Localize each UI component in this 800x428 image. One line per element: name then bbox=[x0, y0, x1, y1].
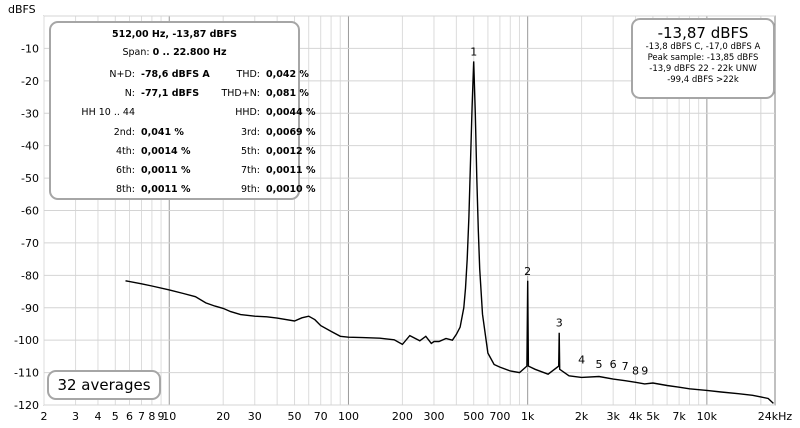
level-main: -13,87 dBFS bbox=[657, 24, 749, 42]
harmonic-markers: 1 2 3 4 5 6 7 8 9 bbox=[470, 45, 648, 377]
stat-label: 4th: bbox=[116, 145, 135, 157]
x-axis-ticks: 2 3 4 5 6 7 8 910 20 30 50 70 100 200 300 500 700 1k 2k 3k 4… bbox=[41, 410, 793, 423]
y-axis-label: dBFS bbox=[8, 3, 36, 16]
averages-badge: 32 averages bbox=[47, 370, 161, 400]
x-tick-label: 5 bbox=[112, 410, 119, 423]
stats-row: N: -77,1 dBFS THD+N: 0,081 % bbox=[51, 88, 309, 102]
x-tick-label: 2 bbox=[41, 410, 48, 423]
y-tick-label: -120 bbox=[14, 399, 39, 412]
stat-label: 3rd: bbox=[240, 126, 260, 138]
harmonic-marker: 4 bbox=[578, 353, 585, 366]
x-tick-label: 6 bbox=[126, 410, 133, 423]
level-panel: -13,87 dBFS -13,8 dBFS C, -17,0 dBFS A P… bbox=[631, 18, 775, 99]
stat-label: 6th: bbox=[116, 165, 135, 176]
x-tick-label: 7k bbox=[672, 410, 686, 423]
stats-row: 6th: 0,0011 % 7th: 0,0011 % bbox=[51, 165, 316, 179]
x-tick-label: 100 bbox=[338, 410, 359, 423]
harmonic-marker: 7 bbox=[622, 360, 629, 373]
x-tick-label: 10 bbox=[162, 410, 176, 423]
span-line: Span: 0 .. 22.800 Hz bbox=[51, 47, 298, 58]
x-tick-label: 30 bbox=[248, 410, 262, 423]
x-tick-label: 1k bbox=[521, 410, 535, 423]
x-tick-label: 24kHz bbox=[758, 410, 793, 423]
y-tick-label: -70 bbox=[21, 237, 39, 250]
stats-row: 4th: 0,0014 % 5th: 0,0012 % bbox=[51, 145, 316, 160]
x-tick-label: 50 bbox=[288, 410, 302, 423]
spectrum-line bbox=[125, 61, 774, 404]
stat-label: 8th: bbox=[116, 184, 135, 196]
y-tick-label: -50 bbox=[21, 172, 39, 185]
stats-row: 8th: 0,0011 % 9th: 0,0010 % bbox=[51, 184, 316, 198]
y-tick-label: -60 bbox=[21, 205, 39, 218]
stats-header: 512,00 Hz, -13,87 dBFS bbox=[111, 29, 238, 40]
stats-row: N+D: -78,6 dBFS A THD: 0,042 % bbox=[51, 69, 308, 83]
x-tick-label: 3 bbox=[72, 410, 79, 423]
y-tick-label: -10 bbox=[21, 42, 39, 55]
harmonic-marker: 6 bbox=[610, 358, 617, 371]
harmonic-marker: 9 bbox=[641, 365, 648, 378]
span-value: 0 .. 22.800 Hz bbox=[152, 47, 227, 58]
level-line-2: Peak sample: -13,85 dBFS bbox=[647, 53, 759, 63]
stat-label: 7th: bbox=[241, 165, 260, 176]
x-tick-label: 4k bbox=[629, 410, 643, 423]
x-tick-label: 70 bbox=[314, 410, 328, 423]
harmonic-marker: 8 bbox=[632, 365, 639, 378]
stat-value: -77,1 dBFS bbox=[141, 88, 200, 100]
x-tick-label: 10k bbox=[697, 410, 718, 423]
stat-label: 9th: bbox=[241, 184, 260, 196]
distortion-stats-panel: 512,00 Hz, -13,87 dBFS Span: 0 .. 22.800… bbox=[49, 21, 316, 200]
stat-label: N+D: bbox=[109, 69, 135, 80]
stat-value: 0,0012 % bbox=[266, 145, 316, 157]
stat-value: 0,081 % bbox=[266, 88, 309, 100]
y-tick-label: -30 bbox=[21, 107, 39, 120]
stats-row: 2nd: 0,041 % 3rd: 0,0069 % bbox=[51, 126, 316, 141]
stat-label: HH 10 .. 44 bbox=[81, 107, 135, 119]
x-tick-label: 9 bbox=[158, 410, 165, 423]
stat-value: 0,0010 % bbox=[266, 184, 316, 196]
stat-label: 2nd: bbox=[113, 126, 135, 138]
x-tick-label: 700 bbox=[489, 410, 510, 423]
y-axis-ticks: -10 -20 -30 -40 -50 -60 -70 -80 -90 -100 -110 -120 bbox=[14, 42, 39, 412]
stat-value: 0,0011 % bbox=[266, 165, 316, 176]
harmonic-marker: 5 bbox=[595, 358, 602, 371]
y-tick-label: -80 bbox=[21, 269, 39, 282]
level-line-4: -99,4 dBFS >22k bbox=[667, 75, 739, 85]
x-tick-label: 300 bbox=[423, 410, 444, 423]
x-tick-label: 8 bbox=[148, 410, 155, 423]
stat-value: 0,0011 % bbox=[141, 165, 191, 176]
stat-label: HHD: bbox=[235, 107, 260, 119]
x-tick-label: 2k bbox=[575, 410, 589, 423]
y-tick-label: -90 bbox=[21, 302, 39, 315]
stats-row: HH 10 .. 44 HHD: 0,0044 % bbox=[51, 107, 315, 121]
y-tick-label: -100 bbox=[14, 334, 39, 347]
stat-value: -78,6 dBFS A bbox=[141, 69, 210, 80]
stat-value: 0,041 % bbox=[141, 126, 184, 138]
harmonic-marker: 1 bbox=[470, 45, 477, 58]
harmonic-marker: 3 bbox=[556, 317, 563, 330]
stat-label: THD: bbox=[236, 69, 260, 80]
x-tick-label: 500 bbox=[463, 410, 484, 423]
stat-value: 0,0069 % bbox=[266, 126, 316, 138]
stat-label: 5th: bbox=[241, 145, 260, 157]
stat-label: N: bbox=[124, 88, 135, 100]
x-tick-label: 5k bbox=[646, 410, 660, 423]
y-tick-label: -20 bbox=[21, 75, 39, 88]
stat-value: 0,0014 % bbox=[141, 145, 191, 157]
stat-value: 0,0044 % bbox=[266, 107, 316, 119]
span-label: Span: bbox=[122, 47, 150, 58]
stat-value: 0,042 % bbox=[266, 69, 309, 80]
x-tick-label: 7 bbox=[138, 410, 145, 423]
x-tick-label: 4 bbox=[94, 410, 101, 423]
stat-label: THD+N: bbox=[221, 88, 260, 100]
x-tick-label: 20 bbox=[216, 410, 230, 423]
stat-value: 0,0011 % bbox=[141, 184, 191, 196]
level-line-3: -13,9 dBFS 22 - 22k UNW bbox=[649, 64, 757, 74]
harmonic-marker: 2 bbox=[524, 265, 531, 278]
y-tick-label: -110 bbox=[14, 367, 39, 380]
y-tick-label: -40 bbox=[21, 140, 39, 153]
x-tick-label: 3k bbox=[606, 410, 620, 423]
level-line-1: -13,8 dBFS C, -17,0 dBFS A bbox=[645, 42, 761, 52]
x-tick-label: 200 bbox=[392, 410, 413, 423]
